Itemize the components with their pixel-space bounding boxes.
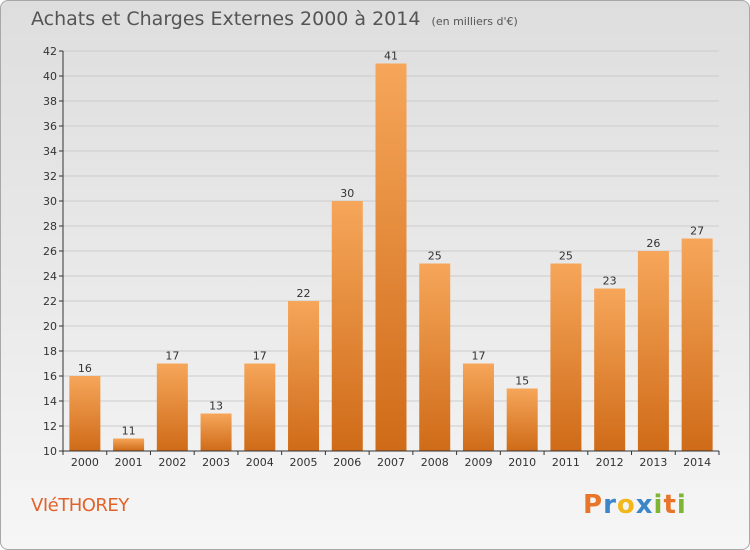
data-label: 26 bbox=[646, 237, 660, 250]
bar bbox=[462, 363, 494, 451]
bar bbox=[419, 263, 451, 451]
bar bbox=[550, 263, 582, 451]
bar bbox=[594, 288, 626, 451]
proxiti-logo: Proxiti bbox=[583, 490, 687, 520]
y-tick-label: 14 bbox=[43, 395, 57, 408]
x-tick-label: 2004 bbox=[246, 456, 274, 469]
data-label: 25 bbox=[559, 250, 573, 263]
data-label: 25 bbox=[428, 250, 442, 263]
y-tick-label: 32 bbox=[43, 170, 57, 183]
y-tick-label: 22 bbox=[43, 295, 57, 308]
data-label: 27 bbox=[690, 225, 704, 238]
logo-letter: i bbox=[653, 490, 664, 520]
y-tick-label: 24 bbox=[43, 270, 57, 283]
x-tick-label: 2003 bbox=[202, 456, 230, 469]
data-label: 17 bbox=[253, 350, 267, 363]
bar bbox=[113, 438, 145, 451]
x-tick-label: 2014 bbox=[683, 456, 711, 469]
bar bbox=[156, 363, 188, 451]
x-tick-label: 2000 bbox=[71, 456, 99, 469]
y-tick-label: 38 bbox=[43, 95, 57, 108]
y-tick-label: 18 bbox=[43, 345, 57, 358]
y-tick-label: 16 bbox=[43, 370, 57, 383]
y-tick-label: 12 bbox=[43, 420, 57, 433]
y-tick-label: 10 bbox=[43, 445, 57, 458]
y-tick-label: 28 bbox=[43, 220, 57, 233]
y-tick-label: 26 bbox=[43, 245, 57, 258]
x-tick-label: 2007 bbox=[377, 456, 405, 469]
data-label: 13 bbox=[209, 400, 223, 413]
bar bbox=[200, 413, 232, 451]
x-tick-label: 2010 bbox=[508, 456, 536, 469]
logo-letter: P bbox=[583, 490, 604, 520]
y-tick-label: 42 bbox=[43, 45, 57, 58]
bar bbox=[244, 363, 276, 451]
logo-letter: t bbox=[663, 490, 677, 520]
data-label: 30 bbox=[340, 187, 354, 200]
axes bbox=[59, 50, 720, 455]
y-tick-label: 30 bbox=[43, 195, 57, 208]
bar bbox=[681, 238, 713, 451]
town-name: VIéTHOREY bbox=[31, 495, 129, 516]
bar bbox=[506, 388, 538, 451]
bar bbox=[69, 376, 101, 451]
logo-letter: o bbox=[616, 490, 636, 520]
title-row: Achats et Charges Externes 2000 à 2014 (… bbox=[31, 8, 518, 30]
bar bbox=[375, 63, 407, 451]
logo-letter: x bbox=[635, 490, 654, 520]
chart-title: Achats et Charges Externes 2000 à 2014 bbox=[31, 8, 421, 30]
data-label: 41 bbox=[384, 50, 398, 63]
x-tick-label: 2002 bbox=[158, 456, 186, 469]
y-tick-label: 36 bbox=[43, 120, 57, 133]
x-tick-label: 2012 bbox=[596, 456, 624, 469]
bar bbox=[331, 201, 363, 451]
data-label: 15 bbox=[515, 375, 529, 388]
x-tick-label: 2009 bbox=[464, 456, 492, 469]
x-tick-label: 2011 bbox=[552, 456, 580, 469]
y-tick-label: 34 bbox=[43, 145, 57, 158]
logo-letter: r bbox=[603, 490, 617, 520]
x-tick-label: 2005 bbox=[290, 456, 318, 469]
data-label: 22 bbox=[297, 287, 311, 300]
x-tick-label: 2008 bbox=[421, 456, 449, 469]
data-label: 11 bbox=[122, 425, 136, 438]
labels: 10 12 14 16 18 20 22 24 26 28 30 32 34 36 38 40 42 16 2000… bbox=[43, 45, 711, 469]
bars bbox=[69, 63, 713, 451]
data-label: 23 bbox=[603, 275, 617, 288]
x-tick-label: 2006 bbox=[333, 456, 361, 469]
x-tick-label: 2001 bbox=[115, 456, 143, 469]
data-label: 16 bbox=[78, 362, 92, 375]
y-tick-label: 40 bbox=[43, 70, 57, 83]
data-label: 17 bbox=[165, 350, 179, 363]
logo-letter: i bbox=[676, 490, 687, 520]
x-tick-label: 2013 bbox=[639, 456, 667, 469]
data-label: 17 bbox=[471, 350, 485, 363]
chart-subtitle: (en milliers d'€) bbox=[431, 15, 518, 28]
bar bbox=[288, 301, 320, 451]
bar bbox=[637, 251, 669, 451]
y-tick-label: 20 bbox=[43, 320, 57, 333]
